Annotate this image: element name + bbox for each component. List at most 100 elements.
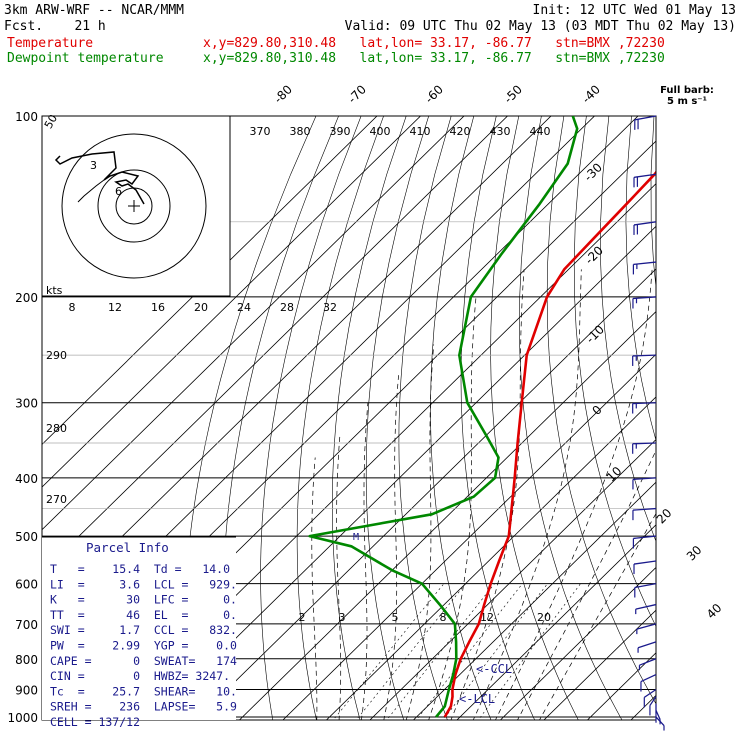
isotherm-line	[325, 396, 656, 720]
wind-barb	[632, 535, 657, 549]
forecast-hour: Fcst. 21 h	[4, 19, 106, 34]
mixing-ratio-line	[416, 583, 523, 720]
isotherm-line	[630, 694, 656, 720]
speed-tick-label: 24	[237, 301, 251, 314]
speed-tick-label: 20	[194, 301, 208, 314]
isotherm-label: -30	[581, 160, 605, 184]
ccl-marker: <-CCL	[476, 662, 512, 676]
speed-tick-label: 12	[108, 301, 122, 314]
isotherm-label: 30	[684, 543, 705, 564]
theta-labels: 370 380 390 400 410 420 430 440	[250, 125, 551, 138]
hodograph-trace-tail	[77, 179, 105, 203]
isotherm-line	[282, 353, 656, 720]
isotherm-label: -10	[583, 322, 607, 346]
parcel-info-row: TT = 46 EL = 0.	[50, 608, 237, 622]
pressure-tick-label: 800	[15, 653, 38, 667]
isotherm-line	[456, 524, 656, 720]
mixing-ratio-labels: 2 3 5 8 12 20	[299, 611, 552, 624]
model-title: 3km ARW-WRF -- NCAR/MMM	[4, 3, 184, 18]
moist-adiabat-line	[539, 512, 656, 720]
pressure-tick-label: 200	[15, 291, 38, 305]
hodograph-ring-outer	[61, 133, 207, 279]
sounding-markers: <-CCL <-LCL M	[353, 532, 512, 706]
dry-adiabat-line	[625, 116, 656, 442]
mixing-ratio-label: 8	[440, 611, 447, 624]
hodograph-trace	[54, 151, 145, 205]
mixing-ratio-line	[386, 583, 495, 720]
parcel-info-row: CAPE = 0 SWEAT= 174	[50, 654, 237, 668]
isotherm-line	[42, 116, 509, 573]
isotherm-label: 20	[654, 506, 675, 527]
mixing-ratio-line	[477, 583, 581, 720]
wind-barb	[633, 560, 657, 575]
parcel-info-title: Parcel Info	[86, 540, 169, 555]
pressure-tick-label: 300	[15, 397, 38, 411]
dewpoint-profile	[308, 116, 579, 718]
barb-legend-line2: 5 m s⁻¹	[667, 96, 707, 107]
mixing-ratio-label: 5	[392, 611, 399, 624]
valid-time: Valid: 09 UTC Thu 02 May 13 (03 MDT Thu …	[345, 19, 736, 34]
wind-barb	[634, 115, 657, 130]
theta-label: 390	[330, 125, 351, 138]
wind-barb	[633, 173, 657, 188]
parcel-info-row: SREH = 236 LAPSE= 5.9	[50, 700, 237, 714]
parcel-info-row: K = 30 LFC = 0.	[50, 593, 237, 607]
moist-adiabat-line	[336, 435, 342, 720]
mixing-ratio-line	[332, 583, 445, 720]
lcl-marker: <-LCL	[459, 692, 495, 706]
isotherm-line	[369, 438, 656, 720]
dry-adiabat-line	[722, 116, 740, 730]
dry-adiabat-line	[296, 116, 384, 720]
mixing-ratio-label: 20	[537, 611, 551, 624]
isotherm-line	[499, 566, 656, 720]
wind-barb	[636, 623, 657, 635]
pressure-tick-label: 500	[15, 530, 38, 544]
isotherm-line	[586, 652, 656, 720]
hodograph-ring-label: 50	[42, 112, 60, 131]
dry-adiabat-line	[331, 116, 407, 720]
isotherm-label: -70	[345, 82, 369, 106]
wind-barb	[634, 583, 657, 598]
theta-label: 440	[530, 125, 551, 138]
dry-adiabat-line	[398, 116, 452, 720]
parcel-info-box: Parcel Info T = 15.4 Td = 14.0LI = 3.6 L…	[42, 536, 237, 729]
hodograph-unit: kts	[46, 284, 63, 297]
dry-adiabat-line	[546, 116, 656, 705]
dry-adiabat-line	[430, 116, 492, 720]
dewpoint-location: x,y=829.80,310.48 lat,lon= 33.17, -86.77…	[203, 51, 665, 66]
wind-barb	[637, 641, 657, 653]
hodograph: 50 3 6 kts	[41, 112, 231, 297]
wind-barb	[632, 507, 657, 521]
wind-barbs	[632, 115, 665, 731]
init-time: Init: 12 UTC Wed 01 May 13	[533, 3, 737, 18]
wind-barb	[655, 710, 661, 725]
dry-adiabat-line	[675, 116, 740, 730]
wind-barb	[649, 696, 657, 716]
temperature-location: x,y=829.80,310.48 lat,lon= 33.17, -86.77…	[203, 36, 665, 51]
parcel-info-row: CIN = 0 HWBZ= 3247.	[50, 669, 230, 683]
dry-adiabat-line	[260, 116, 362, 720]
wind-barb	[638, 658, 657, 671]
wind-barb	[632, 477, 657, 490]
hodograph-label-6: 6	[115, 185, 122, 198]
moist-adiabat-line	[495, 269, 653, 720]
wind-barb	[632, 354, 657, 366]
potential-temperature-label: 290	[46, 349, 67, 362]
isotherm-label: 10	[604, 464, 625, 485]
dewpoint-legend: Dewpoint temperature	[7, 51, 164, 66]
dry-adiabat-line	[518, 116, 623, 720]
mixing-ratio-label: 12	[480, 611, 494, 624]
parcel-info-row: PW = 2.99 YGP = 0.0	[50, 639, 237, 653]
wind-barb	[633, 221, 657, 235]
header: 3km ARW-WRF -- NCAR/MMM Init: 12 UTC Wed…	[4, 3, 736, 66]
dry-adiabat-line	[699, 116, 740, 730]
isotherm-line	[195, 268, 656, 720]
m-marker: M	[353, 532, 359, 543]
wind-barb	[632, 442, 657, 454]
dry-adiabat-line	[650, 116, 656, 290]
hodograph-ring-middle	[97, 169, 171, 243]
hodograph-label-3: 3	[90, 159, 97, 172]
isotherm-line	[238, 311, 656, 720]
barb-legend-line1: Full barb:	[660, 85, 714, 96]
